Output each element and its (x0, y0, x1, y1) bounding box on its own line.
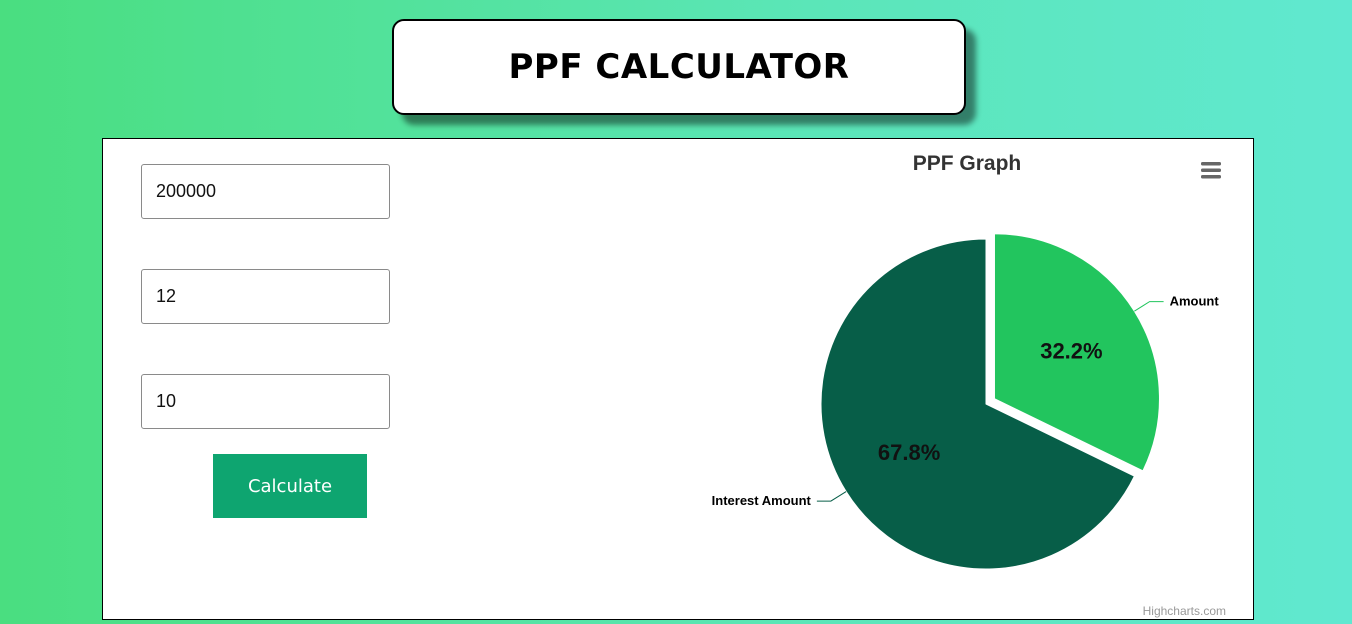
chart-title: PPF Graph (913, 152, 1022, 175)
slice-name-label: Interest Amount (712, 493, 812, 508)
calculate-button[interactable]: Calculate (213, 454, 367, 518)
slice-connector-line (1134, 301, 1164, 312)
credits-link[interactable]: Highcharts.com (1143, 604, 1226, 618)
slice-percent-label: 32.2% (1040, 339, 1102, 364)
years-input[interactable] (141, 374, 390, 429)
hamburger-menu-icon[interactable] (1199, 159, 1223, 181)
slice-percent-label: 67.8% (878, 440, 940, 465)
pie-slices: 32.2% Amount 67.8% Interest Amount (712, 233, 1220, 570)
amount-input[interactable] (141, 164, 390, 219)
slice-connector-line (816, 491, 847, 502)
title-card: PPF CALCULATOR (392, 19, 966, 115)
page-title: PPF CALCULATOR (508, 47, 850, 87)
slice-name-label: Amount (1170, 294, 1220, 309)
ppf-pie-chart: PPF Graph 32.2% Amount 67.8% Interest Amoun… (712, 152, 1226, 618)
rate-input[interactable] (141, 269, 390, 324)
calculator-panel: Calculate PPF Graph 32.2% Amount 67.8% Inte… (102, 138, 1254, 620)
